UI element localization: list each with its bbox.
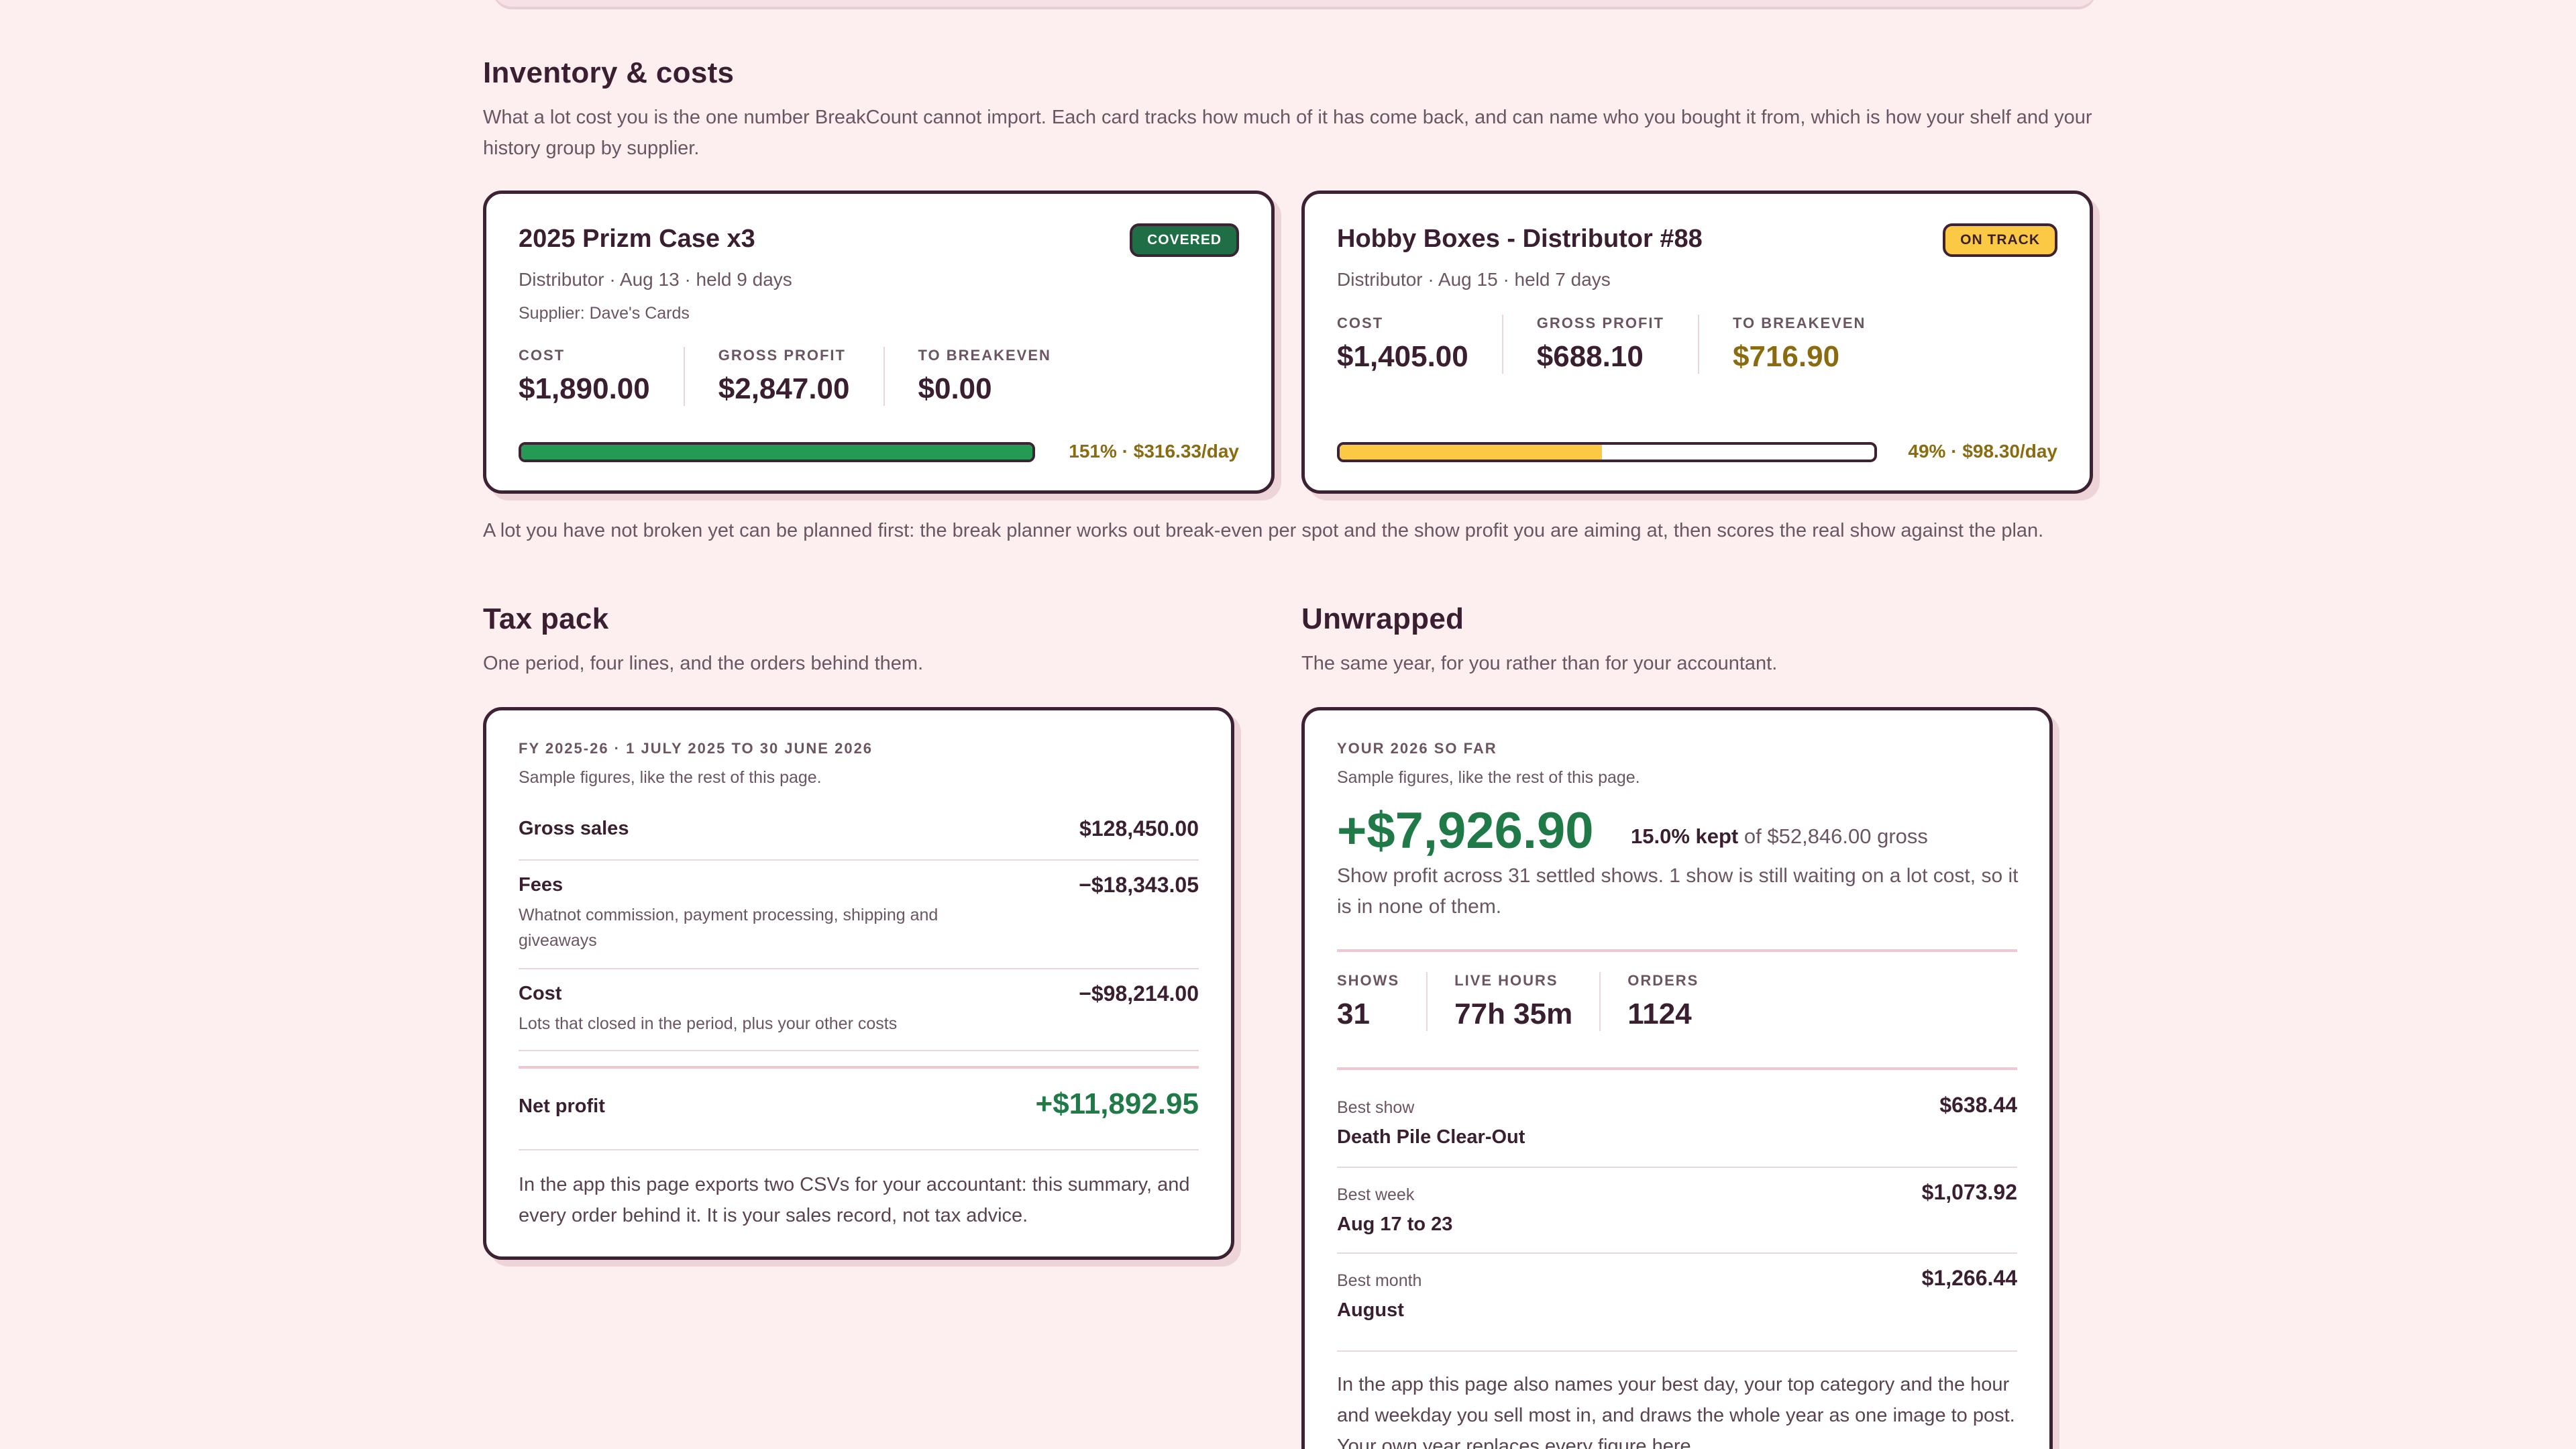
stat-value: $716.90 [1733, 340, 1840, 373]
lot-stats: COST $1,890.00 GROSS PROFIT $2,847.00 TO… [519, 347, 1051, 406]
row-label-cost: Cost [519, 983, 562, 1004]
stat-shows: SHOWS 31 [1337, 972, 1428, 1031]
stat-value: $0.00 [918, 372, 992, 405]
progress-text: 49% · $98.30/day [1908, 441, 2057, 462]
stat-label: TO BREAKEVEN [918, 347, 1051, 364]
previous-card-edge [493, 0, 2096, 7]
row-value-fees: −$18,343.05 [1079, 873, 1199, 897]
stat-label: TO BREAKEVEN [1733, 315, 1866, 331]
row-value-gross-sales: $128,450.00 [1079, 816, 1199, 841]
stat-label: SHOWS [1337, 972, 1400, 989]
stat-label: GROSS PROFIT [1536, 315, 1664, 331]
best-show-name: Death Pile Clear-Out [1337, 1126, 1525, 1148]
divider [519, 1050, 1199, 1051]
lot-title: Hobby Boxes - Distributor #88 [1337, 225, 1703, 253]
stat-value: $688.10 [1536, 340, 1644, 373]
stat-label: LIVE HOURS [1454, 972, 1558, 989]
stat-gross-profit: GROSS PROFIT $688.10 [1537, 315, 1699, 374]
stat-cost: COST $1,405.00 [1337, 315, 1503, 374]
row-label-fees: Fees [519, 874, 564, 896]
row-sub-fees: Whatnot commission, payment processing, … [519, 906, 938, 950]
tax-period: FY 2025-26 · 1 JULY 2025 TO 30 JUNE 2026 [519, 740, 873, 757]
best-week-name: Aug 17 to 23 [1337, 1214, 1453, 1235]
stat-cost: COST $1,890.00 [519, 347, 685, 406]
inventory-intro: What a lot cost you is the one number Br… [483, 107, 2092, 159]
stat-orders: ORDERS 1124 [1627, 972, 1699, 1031]
lot-meta: Distributor · Aug 15 · held 7 days [1337, 269, 1611, 290]
unwrapped-intro: The same year, for you rather than for y… [1301, 653, 1778, 674]
row-label-gross-sales: Gross sales [519, 818, 629, 839]
planner-note: A lot you have not broken yet can be pla… [483, 520, 2044, 541]
divider-strong [519, 1066, 1199, 1069]
breakeven-progress-bar [519, 442, 1035, 462]
stat-label: COST [1337, 315, 1384, 331]
inventory-heading: Inventory & costs [483, 56, 735, 89]
tax-intro: One period, four lines, and the orders b… [483, 653, 924, 674]
kept-pct: 15.0% kept [1631, 824, 1739, 848]
divider [1337, 1350, 2017, 1352]
net-profit-label: Net profit [519, 1095, 605, 1117]
best-month-name: August [1337, 1299, 1404, 1321]
progress-fill [521, 445, 1032, 460]
unwrapped-heading: Unwrapped [1301, 602, 1464, 635]
best-month-label: Best month [1337, 1271, 1422, 1290]
stat-gross-profit: GROSS PROFIT $2,847.00 [718, 347, 885, 406]
divider [1337, 1252, 2017, 1254]
breakeven-progress-bar [1337, 442, 1877, 462]
stat-value: 31 [1337, 998, 1370, 1030]
best-week-value: $1,073.92 [1921, 1180, 2017, 1204]
progress-fill [1340, 445, 1602, 460]
tax-footer: In the app this page exports two CSVs fo… [519, 1174, 1190, 1226]
stat-label: GROSS PROFIT [718, 347, 846, 364]
tax-heading: Tax pack [483, 602, 609, 635]
unwrapped-footer: In the app this page also names your bes… [1337, 1374, 2015, 1449]
stat-value: $1,405.00 [1337, 340, 1468, 373]
show-profit-total: +$7,926.90 [1337, 802, 1594, 859]
lot-stats: COST $1,405.00 GROSS PROFIT $688.10 TO B… [1337, 315, 1866, 374]
sample-note: Sample figures, like the rest of this pa… [519, 768, 822, 787]
kept-rest: of $52,846.00 gross [1743, 824, 1928, 848]
divider [519, 1149, 1199, 1150]
best-week-label: Best week [1337, 1185, 1415, 1204]
unwrapped-summary: Show profit across 31 settled shows. 1 s… [1337, 865, 2019, 918]
unwrapped-eyebrow: YOUR 2026 SO FAR [1337, 740, 1497, 757]
best-show-label: Best show [1337, 1098, 1415, 1117]
best-show-value: $638.44 [1939, 1093, 2017, 1117]
row-value-cost: −$98,214.00 [1079, 981, 1199, 1006]
row-sub-cost: Lots that closed in the period, plus you… [519, 1014, 898, 1033]
stat-live-hours: LIVE HOURS 77h 35m [1454, 972, 1601, 1031]
stat-label: COST [519, 347, 566, 364]
sample-note: Sample figures, like the rest of this pa… [1337, 768, 1640, 787]
lot-title: 2025 Prizm Case x3 [519, 225, 755, 253]
divider [519, 968, 1199, 969]
net-profit-value: +$11,892.95 [1035, 1087, 1199, 1120]
divider [519, 859, 1199, 861]
lot-supplier: Supplier: Dave's Cards [519, 304, 690, 323]
tax-pack-card: FY 2025-26 · 1 JULY 2025 TO 30 JUNE 2026… [483, 707, 1234, 1260]
stat-value: 77h 35m [1454, 998, 1573, 1030]
status-badge: COVERED [1130, 223, 1239, 257]
status-badge: ON TRACK [1943, 223, 2057, 257]
lot-card-prizm[interactable]: 2025 Prizm Case x3 COVERED Distributor ·… [483, 191, 1275, 494]
best-month-value: $1,266.44 [1921, 1266, 2017, 1290]
divider-strong [1337, 1067, 2017, 1070]
stat-to-breakeven: TO BREAKEVEN $0.00 [918, 347, 1051, 406]
lot-card-hobby-boxes[interactable]: Hobby Boxes - Distributor #88 ON TRACK D… [1301, 191, 2093, 494]
divider-strong [1337, 949, 2017, 952]
divider [1337, 1167, 2017, 1168]
kept-line: 15.0% kept of $52,846.00 gross [1631, 824, 1928, 849]
stat-value: 1124 [1627, 998, 1692, 1030]
stat-value: $2,847.00 [718, 372, 850, 405]
progress-text: 151% · $316.33/day [1069, 441, 1239, 462]
unwrapped-stats: SHOWS 31 LIVE HOURS 77h 35m ORDERS 1124 [1337, 972, 1699, 1031]
stat-value: $1,890.00 [519, 372, 650, 405]
unwrapped-card: YOUR 2026 SO FAR Sample figures, like th… [1301, 707, 2053, 1449]
lot-meta: Distributor · Aug 13 · held 9 days [519, 269, 792, 290]
stat-label: ORDERS [1627, 972, 1699, 989]
stat-to-breakeven: TO BREAKEVEN $716.90 [1733, 315, 1866, 374]
